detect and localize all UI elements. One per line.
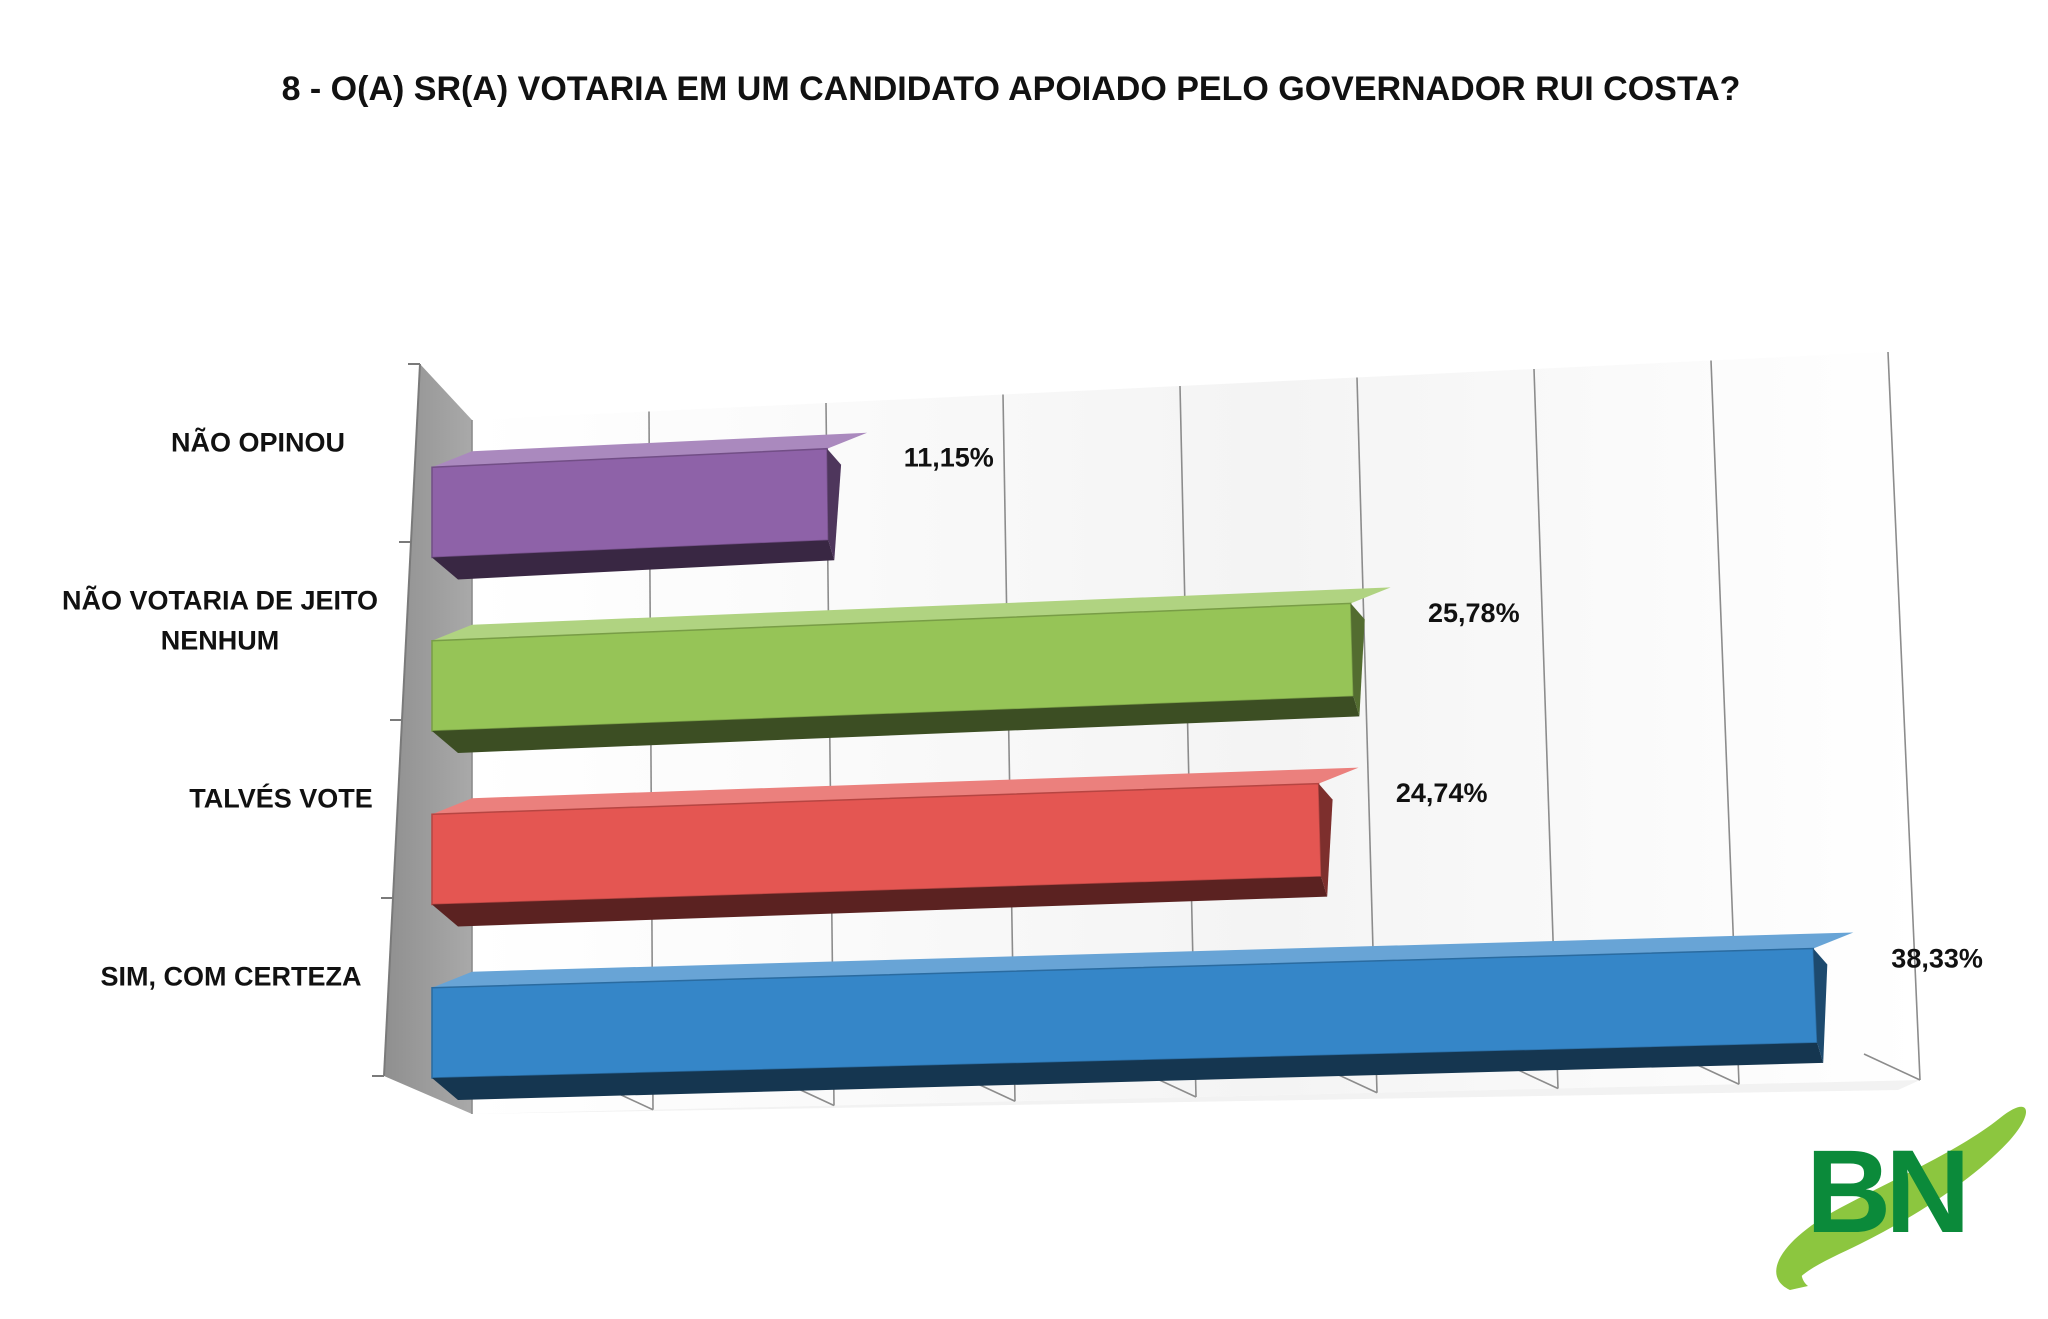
logo-swoosh [1776, 1106, 2027, 1290]
category-label: NENHUM [161, 625, 280, 655]
category-labels: NÃO OPINOU NÃO VOTARIA DE JEITO NENHUM TALV… [62, 426, 378, 991]
bar-top [432, 932, 1854, 988]
bar-bottom [432, 876, 1328, 927]
category-label: SIM, COM CERTEZA [101, 961, 362, 991]
bar-front [431, 447, 830, 559]
bar-bottom [432, 540, 835, 580]
bar-end [1318, 783, 1333, 897]
bar-end [827, 448, 842, 561]
data-label: 38,33% [1891, 944, 1983, 974]
gridline [1887, 351, 1921, 1081]
chart-title: 8 - O(A) SR(A) VOTARIA EM UM CANDIDATO A… [282, 70, 1741, 108]
bar-end [1813, 948, 1828, 1063]
bar-top [432, 432, 868, 468]
data-label: 24,74% [1396, 778, 1488, 808]
data-label: 25,78% [1428, 598, 1520, 628]
logo-swoosh-tail [1784, 1250, 1810, 1290]
bn-logo: BN [1776, 1106, 2027, 1290]
bar-bottom [432, 696, 1360, 753]
bar [431, 587, 1391, 753]
plot-area [372, 351, 1921, 1114]
bar-top [432, 767, 1359, 815]
category-label: NÃO OPINOU [171, 426, 345, 457]
bar-top [432, 587, 1391, 641]
bar [431, 767, 1359, 927]
data-label: 11,15% [904, 442, 994, 472]
bar-bottom [432, 1042, 1824, 1100]
bar-end [1350, 603, 1365, 717]
bar [431, 432, 868, 580]
category-label: TALVÉS VOTE [189, 782, 373, 813]
category-label: NÃO VOTARIA DE JEITO [62, 584, 378, 615]
data-labels: 11,15% 25,78% 24,74% 38,33% [904, 442, 1983, 973]
logo-text: BN [1806, 1126, 1964, 1258]
bar [431, 932, 1854, 1100]
floor-gridline [1863, 1053, 1921, 1081]
